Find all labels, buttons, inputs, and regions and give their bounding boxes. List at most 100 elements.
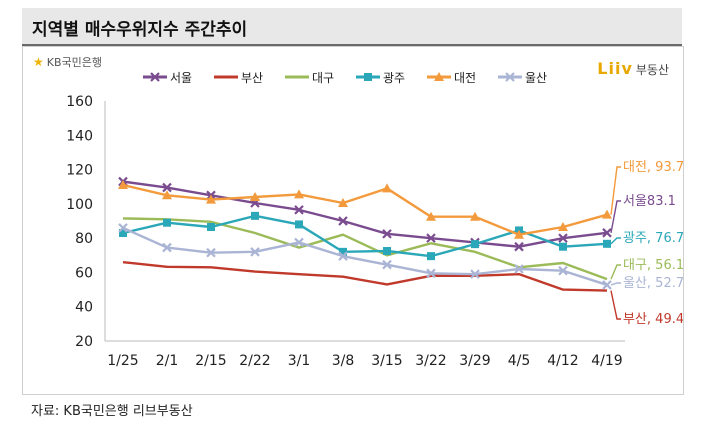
data-point xyxy=(206,247,216,258)
legend-label: 광주 xyxy=(383,71,405,85)
x-tick-label: 2/22 xyxy=(239,353,270,369)
data-point xyxy=(382,259,392,270)
legend-label: 울산 xyxy=(525,71,547,85)
data-point xyxy=(294,205,304,215)
data-point xyxy=(118,180,128,189)
y-tick-label: 160 xyxy=(66,94,93,110)
data-point xyxy=(294,237,304,248)
y-tick-label: 60 xyxy=(75,265,93,281)
data-point xyxy=(514,264,524,274)
legend-marker xyxy=(434,72,444,81)
x-tick-label: 1/25 xyxy=(107,353,138,369)
data-point xyxy=(163,218,171,227)
y-tick-label: 20 xyxy=(75,334,93,350)
end-label-leader xyxy=(610,166,621,215)
legend-label: 대전 xyxy=(454,71,476,85)
x-tick-label: 2/15 xyxy=(195,353,226,369)
data-point xyxy=(162,182,172,193)
end-label: 부산, 49.4 xyxy=(623,312,683,327)
data-point xyxy=(162,190,172,200)
end-label: 서울83.1 xyxy=(623,194,676,209)
series-line xyxy=(122,183,608,236)
data-point xyxy=(514,229,524,239)
x-tick-label: 3/15 xyxy=(371,353,402,369)
data-point xyxy=(470,269,480,279)
end-label-leader xyxy=(610,264,621,280)
end-label: 대전, 93.7 xyxy=(623,160,683,175)
data-point xyxy=(426,211,436,221)
y-tick-label: 100 xyxy=(66,197,93,213)
y-tick-label: 80 xyxy=(75,231,93,247)
series-line xyxy=(122,260,608,292)
data-point xyxy=(603,239,611,248)
data-point xyxy=(294,189,304,199)
data-point xyxy=(471,240,479,249)
end-label-leader xyxy=(610,237,621,245)
data-point xyxy=(383,247,391,255)
end-label: 울산, 52.7 xyxy=(623,276,683,291)
data-point xyxy=(602,280,612,290)
legend-label: 대구 xyxy=(312,71,334,85)
data-point xyxy=(119,229,127,237)
data-point xyxy=(558,233,568,243)
data-point xyxy=(207,223,215,231)
title-bar: 지역별 매수우위지수 주간추이 xyxy=(22,8,682,46)
data-point xyxy=(558,265,568,276)
kb-logo-text: KB국민은행 xyxy=(46,56,103,69)
end-label-leader xyxy=(610,200,621,233)
data-point xyxy=(558,222,568,231)
data-point xyxy=(250,192,260,201)
data-point xyxy=(559,242,567,251)
x-tick-label: 3/29 xyxy=(459,353,490,369)
data-point xyxy=(339,247,347,256)
legend-marker xyxy=(364,73,372,81)
data-point xyxy=(470,211,480,221)
data-point xyxy=(382,229,392,239)
liiv-logo-mark: Liiv xyxy=(597,59,633,78)
x-tick-label: 3/22 xyxy=(415,353,446,369)
series-line xyxy=(122,217,608,281)
data-point xyxy=(602,228,612,238)
x-tick-label: 3/8 xyxy=(332,353,355,369)
data-point xyxy=(426,268,436,279)
data-point xyxy=(162,242,172,253)
data-point xyxy=(338,198,348,207)
data-point xyxy=(206,194,216,204)
end-label-leader xyxy=(610,290,621,320)
legend-label: 서울 xyxy=(170,71,192,85)
data-point xyxy=(338,251,348,261)
data-point xyxy=(250,247,260,257)
end-label: 대구, 56.1 xyxy=(623,258,683,273)
data-point xyxy=(602,209,612,219)
data-point xyxy=(295,220,303,229)
legend-marker xyxy=(505,72,515,82)
x-tick-label: 4/19 xyxy=(591,353,622,369)
data-point xyxy=(427,252,435,261)
y-tick-label: 140 xyxy=(66,128,93,144)
chart-panel: ★ KB국민은행 Liiv 부동산 20 40 60 80 100 120 140 160 1/25… xyxy=(22,46,684,395)
series-line xyxy=(122,180,608,248)
kb-logo: ★ KB국민은행 xyxy=(33,54,102,70)
liiv-logo-text: 부동산 xyxy=(635,63,669,77)
page-title: 지역별 매수우위지수 주간추이 xyxy=(32,20,248,40)
end-label: 광주, 76.7 xyxy=(623,231,683,246)
data-point xyxy=(251,211,259,220)
x-tick-label: 3/1 xyxy=(288,353,311,369)
legend-label: 부산 xyxy=(241,71,263,85)
legend-marker xyxy=(150,72,160,82)
data-point xyxy=(514,241,524,252)
line-chart: 20 40 60 80 100 120 140 160 1/25 2/1 2/15 2/22 3/1 3/… xyxy=(66,71,683,369)
data-point xyxy=(382,183,392,193)
x-tick-label: 2/1 xyxy=(156,353,179,369)
end-label-leader xyxy=(610,282,621,286)
liiv-logo: Liiv 부동산 xyxy=(597,59,669,78)
x-tick-label: 4/5 xyxy=(508,353,531,369)
y-tick-label: 40 xyxy=(75,300,93,316)
data-point xyxy=(426,233,436,243)
source-note: 자료: KB국민은행 리브부동산 xyxy=(31,404,193,419)
data-point xyxy=(338,216,348,226)
data-point xyxy=(118,223,128,233)
kb-star-icon: ★ xyxy=(33,55,44,69)
series-line xyxy=(122,226,608,287)
x-tick-label: 4/12 xyxy=(547,353,578,369)
